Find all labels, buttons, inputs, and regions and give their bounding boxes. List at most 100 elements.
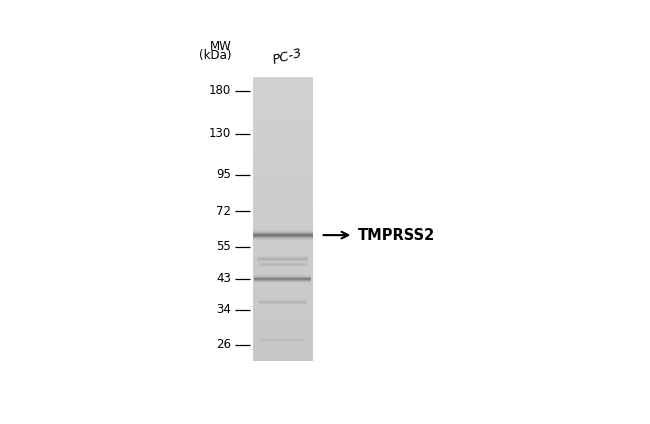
FancyBboxPatch shape — [252, 257, 313, 258]
FancyBboxPatch shape — [252, 195, 313, 196]
FancyBboxPatch shape — [252, 322, 313, 323]
FancyBboxPatch shape — [252, 279, 313, 281]
Text: 130: 130 — [209, 127, 231, 140]
FancyBboxPatch shape — [252, 134, 313, 135]
FancyBboxPatch shape — [252, 116, 313, 117]
FancyBboxPatch shape — [252, 87, 313, 88]
FancyBboxPatch shape — [252, 235, 313, 236]
FancyBboxPatch shape — [252, 304, 313, 305]
FancyBboxPatch shape — [252, 98, 313, 99]
FancyBboxPatch shape — [252, 202, 313, 203]
FancyBboxPatch shape — [252, 113, 313, 114]
FancyBboxPatch shape — [252, 162, 313, 163]
Bar — [252, 234, 313, 235]
FancyBboxPatch shape — [252, 221, 313, 222]
FancyBboxPatch shape — [252, 125, 313, 126]
FancyBboxPatch shape — [252, 268, 313, 269]
FancyBboxPatch shape — [252, 148, 313, 149]
FancyBboxPatch shape — [252, 326, 313, 327]
FancyBboxPatch shape — [252, 345, 313, 346]
FancyBboxPatch shape — [252, 291, 313, 292]
FancyBboxPatch shape — [252, 139, 313, 140]
FancyBboxPatch shape — [252, 338, 313, 339]
FancyBboxPatch shape — [252, 205, 313, 206]
Bar — [252, 235, 313, 236]
FancyBboxPatch shape — [252, 294, 313, 295]
Text: 72: 72 — [216, 205, 231, 218]
FancyBboxPatch shape — [252, 164, 313, 165]
FancyBboxPatch shape — [252, 191, 313, 192]
FancyBboxPatch shape — [252, 194, 313, 195]
FancyBboxPatch shape — [252, 264, 313, 265]
FancyBboxPatch shape — [252, 287, 313, 288]
FancyBboxPatch shape — [252, 251, 313, 252]
FancyBboxPatch shape — [252, 107, 313, 108]
FancyBboxPatch shape — [252, 183, 313, 184]
FancyBboxPatch shape — [252, 132, 313, 133]
FancyBboxPatch shape — [252, 271, 313, 272]
FancyBboxPatch shape — [252, 196, 313, 197]
Text: 43: 43 — [216, 272, 231, 285]
FancyBboxPatch shape — [252, 250, 313, 251]
FancyBboxPatch shape — [252, 224, 313, 225]
FancyBboxPatch shape — [252, 216, 313, 217]
FancyBboxPatch shape — [252, 315, 313, 317]
FancyBboxPatch shape — [252, 323, 313, 324]
FancyBboxPatch shape — [252, 293, 313, 294]
FancyBboxPatch shape — [252, 312, 313, 313]
FancyBboxPatch shape — [252, 254, 313, 255]
FancyBboxPatch shape — [252, 89, 313, 90]
Bar — [252, 231, 313, 232]
Text: 180: 180 — [209, 84, 231, 98]
Text: MW: MW — [209, 39, 231, 53]
FancyBboxPatch shape — [252, 112, 313, 113]
FancyBboxPatch shape — [252, 160, 313, 161]
Bar — [252, 239, 313, 240]
FancyBboxPatch shape — [252, 220, 313, 221]
FancyBboxPatch shape — [252, 283, 313, 285]
FancyBboxPatch shape — [252, 106, 313, 107]
FancyBboxPatch shape — [252, 212, 313, 213]
FancyBboxPatch shape — [252, 138, 313, 139]
FancyBboxPatch shape — [252, 192, 313, 193]
FancyBboxPatch shape — [252, 340, 313, 341]
FancyBboxPatch shape — [252, 182, 313, 183]
FancyBboxPatch shape — [252, 265, 313, 266]
FancyBboxPatch shape — [252, 333, 313, 334]
FancyBboxPatch shape — [252, 88, 313, 89]
FancyBboxPatch shape — [252, 173, 313, 175]
FancyBboxPatch shape — [252, 208, 313, 209]
FancyBboxPatch shape — [252, 310, 313, 311]
Bar — [252, 237, 313, 238]
FancyBboxPatch shape — [252, 301, 313, 302]
FancyBboxPatch shape — [252, 153, 313, 155]
FancyBboxPatch shape — [252, 356, 313, 357]
FancyBboxPatch shape — [252, 270, 313, 271]
FancyBboxPatch shape — [252, 137, 313, 138]
FancyBboxPatch shape — [252, 307, 313, 308]
FancyBboxPatch shape — [252, 163, 313, 164]
FancyBboxPatch shape — [252, 357, 313, 358]
FancyBboxPatch shape — [252, 165, 313, 166]
FancyBboxPatch shape — [252, 309, 313, 310]
FancyBboxPatch shape — [252, 77, 313, 78]
FancyBboxPatch shape — [252, 317, 313, 318]
FancyBboxPatch shape — [252, 118, 313, 119]
FancyBboxPatch shape — [252, 260, 313, 261]
FancyBboxPatch shape — [252, 352, 313, 354]
FancyBboxPatch shape — [252, 295, 313, 296]
FancyBboxPatch shape — [252, 147, 313, 148]
Bar — [252, 238, 313, 239]
FancyBboxPatch shape — [252, 325, 313, 326]
FancyBboxPatch shape — [252, 161, 313, 162]
FancyBboxPatch shape — [252, 149, 313, 150]
FancyBboxPatch shape — [252, 80, 313, 81]
FancyBboxPatch shape — [252, 334, 313, 335]
FancyBboxPatch shape — [252, 336, 313, 338]
FancyBboxPatch shape — [252, 120, 313, 122]
FancyBboxPatch shape — [252, 79, 313, 80]
FancyBboxPatch shape — [252, 213, 313, 214]
FancyBboxPatch shape — [252, 266, 313, 267]
FancyBboxPatch shape — [252, 177, 313, 179]
FancyBboxPatch shape — [252, 197, 313, 198]
